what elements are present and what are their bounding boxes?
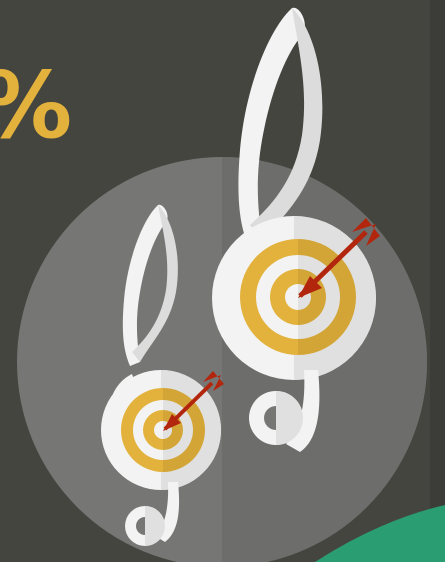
arrow-icon-large <box>298 218 380 298</box>
arrow-icon-small <box>163 371 224 431</box>
green-corner-shape <box>315 505 445 562</box>
background-edge-strip <box>430 0 445 562</box>
headline-percent: % <box>0 60 72 152</box>
